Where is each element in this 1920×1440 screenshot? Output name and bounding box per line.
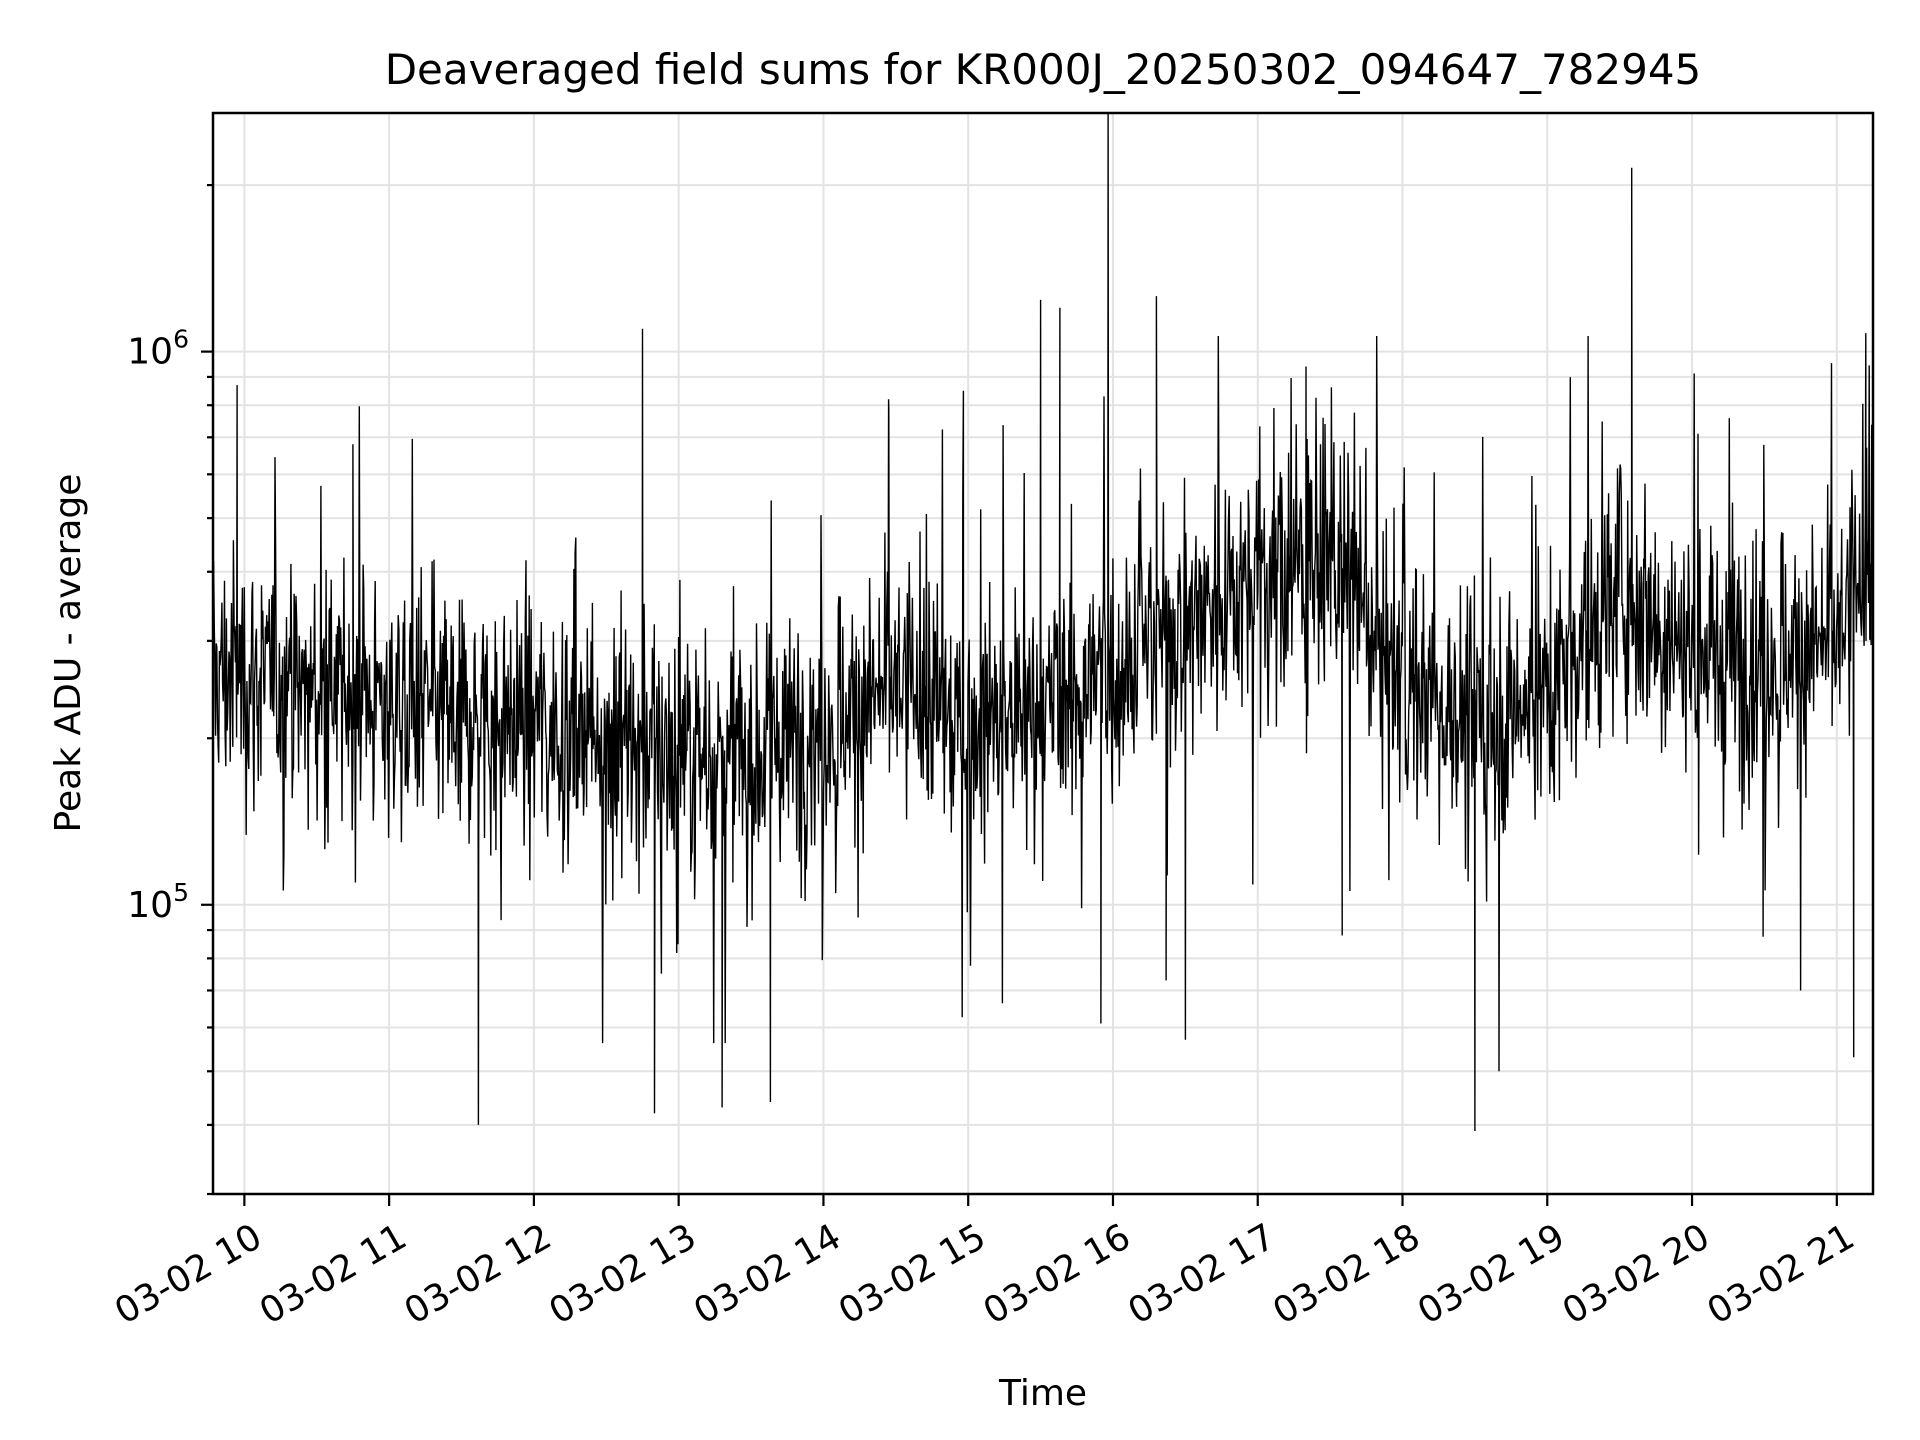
y-axis-label: Peak ADU - average [48,474,89,833]
y-tick-label: 105 [127,878,189,926]
y-tick-label: 106 [127,325,189,373]
y-tick-labels: 105 106 [127,325,189,926]
series-layer [213,113,1873,1132]
series-line [213,113,1873,1132]
chart-title: Deaveraged field sums for KR000J_2025030… [385,45,1702,94]
axis-ticks [201,183,1838,1206]
x-axis-label: Time [998,1373,1087,1414]
plot-frame [211,111,1875,1196]
